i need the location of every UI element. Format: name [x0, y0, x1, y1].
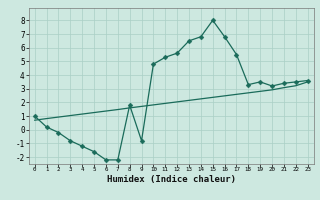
X-axis label: Humidex (Indice chaleur): Humidex (Indice chaleur)	[107, 175, 236, 184]
